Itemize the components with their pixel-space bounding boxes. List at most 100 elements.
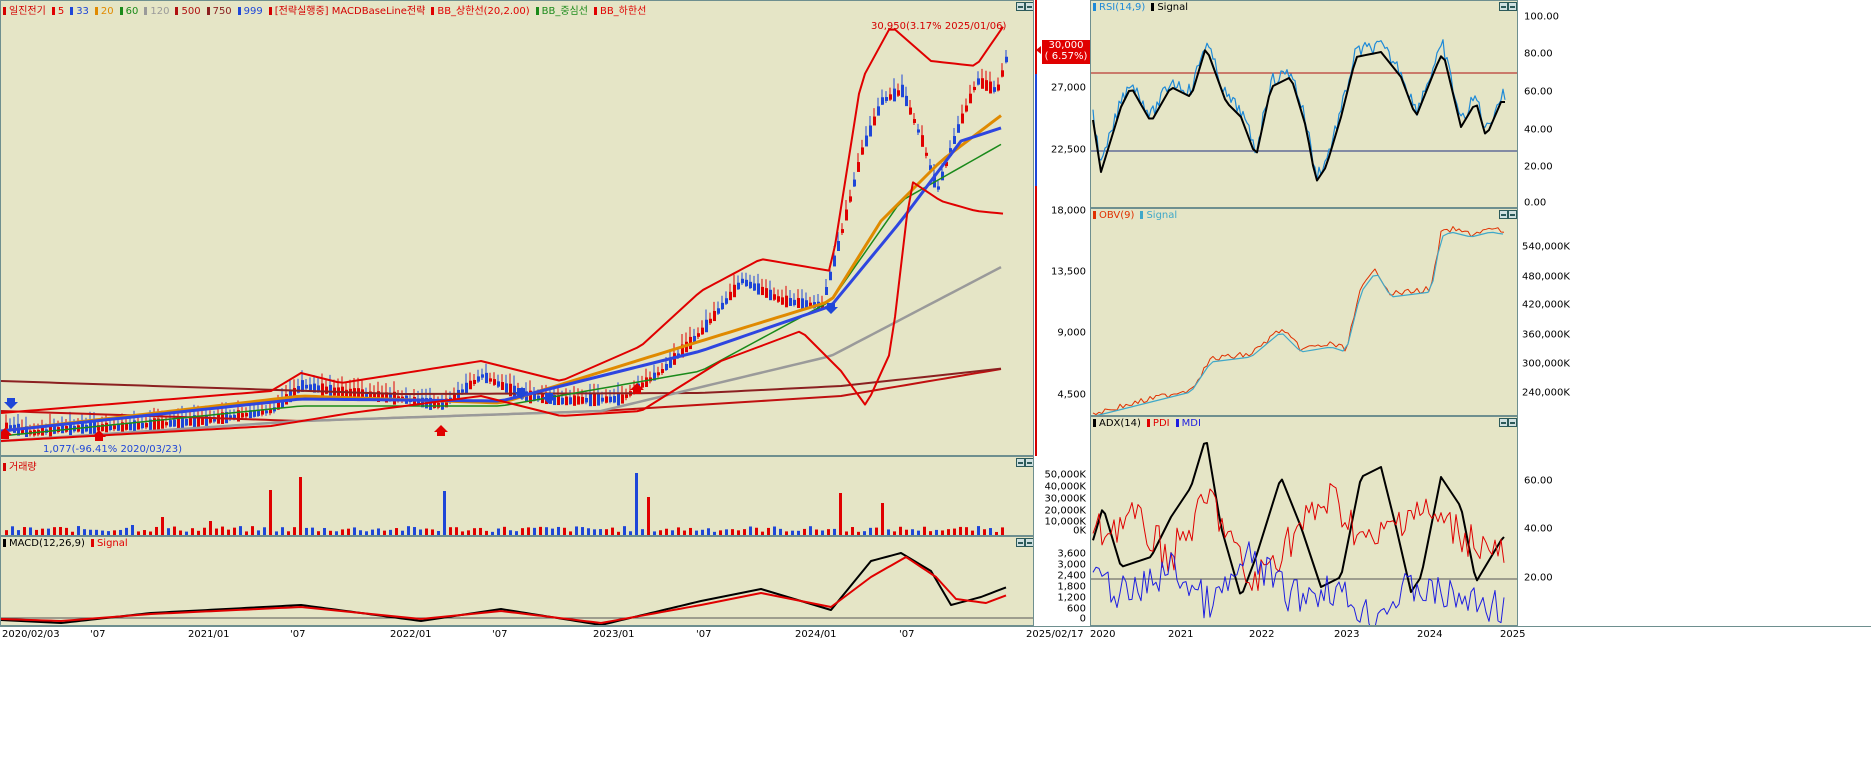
legend-item[interactable]: 20: [95, 6, 117, 17]
legend-item[interactable]: 5: [52, 6, 67, 17]
candle-body: [321, 383, 324, 395]
volume-bar: [1001, 527, 1004, 535]
panel-close-icon[interactable]: [1025, 2, 1034, 11]
time-tick: 2022: [1249, 629, 1274, 640]
time-tick: 2022/01: [390, 629, 432, 640]
volume-bar: [443, 491, 446, 535]
volume-bar: [245, 531, 248, 535]
adx-chart-panel[interactable]: ADX(14) PDI MDI: [1090, 416, 1518, 626]
panel-minimize-icon[interactable]: [1016, 2, 1025, 11]
bb-upper-line: [1, 27, 1003, 413]
legend-color-swatch: [144, 7, 147, 15]
volume-bar: [917, 531, 920, 535]
time-tick: 2024/01: [795, 629, 837, 640]
candle-body: [613, 396, 616, 403]
legend-item[interactable]: Signal: [1140, 210, 1180, 221]
candle-body: [941, 172, 944, 181]
candle-body: [89, 422, 92, 434]
legend-item[interactable]: OBV(9): [1093, 210, 1137, 221]
price-chart-panel[interactable]: 일진전기 5 33 20 60 120 500 750 999 [전략실행중] MACDBaseL…: [0, 0, 1034, 456]
legend-item[interactable]: 120: [144, 6, 172, 17]
volume-bar: [977, 526, 980, 535]
panel-close-icon[interactable]: [1025, 538, 1034, 547]
obv-line: [1093, 227, 1504, 415]
panel-close-icon[interactable]: [1508, 2, 1517, 11]
volume-bar: [509, 530, 512, 535]
candle-body: [641, 382, 644, 387]
volume-bar: [641, 529, 644, 535]
panel-minimize-icon[interactable]: [1016, 538, 1025, 547]
legend-item[interactable]: Signal: [91, 538, 131, 549]
rsi-tick: 60.00: [1524, 87, 1553, 98]
volume-bar: [887, 529, 890, 535]
legend-item[interactable]: 60: [120, 6, 142, 17]
volume-bar: [617, 532, 620, 535]
volume-bar: [143, 530, 146, 535]
panel-minimize-icon[interactable]: [1499, 210, 1508, 219]
volume-bar: [515, 531, 518, 535]
legend-item[interactable]: 999: [238, 6, 266, 17]
candle-body: [465, 383, 468, 393]
volume-bar: [11, 526, 14, 535]
candle-body: [921, 135, 924, 147]
time-tick: 2020: [1090, 629, 1115, 640]
panel-close-icon[interactable]: [1025, 458, 1034, 467]
panel-minimize-icon[interactable]: [1499, 418, 1508, 427]
legend-color-swatch: [1151, 3, 1154, 11]
volume-bar: [755, 528, 758, 535]
volume-bar: [149, 532, 152, 535]
legend-item[interactable]: Signal: [1151, 2, 1191, 13]
legend-color-swatch: [91, 539, 94, 547]
volume-bar: [629, 531, 632, 535]
volume-bar: [899, 527, 902, 535]
rsi-tick: 100.00: [1524, 12, 1559, 23]
panel-close-icon[interactable]: [1508, 418, 1517, 427]
legend-item[interactable]: RSI(14,9): [1093, 2, 1148, 13]
legend-item[interactable]: 500: [175, 6, 203, 17]
candle-body: [845, 210, 848, 221]
volume-bar: [35, 530, 38, 535]
panel-close-icon[interactable]: [1508, 210, 1517, 219]
volume-bar: [491, 532, 494, 535]
legend-item[interactable]: BB_하한선: [594, 6, 649, 17]
volume-bar: [653, 531, 656, 535]
legend-color-swatch: [1093, 211, 1096, 219]
obv-chart-panel[interactable]: OBV(9) Signal: [1090, 208, 1518, 416]
candle-body: [461, 389, 464, 392]
legend-item[interactable]: 거래량: [3, 462, 40, 473]
time-tick: '07: [492, 629, 507, 640]
candle-body: [573, 395, 576, 405]
current-change: ( 6.57%): [1042, 51, 1090, 62]
obv-signal-line: [1093, 232, 1503, 416]
volume-chart-panel[interactable]: 거래량: [0, 456, 1034, 536]
volume-bar: [383, 531, 386, 535]
legend-item[interactable]: 일진전기: [3, 6, 49, 17]
volume-bar: [23, 527, 26, 535]
legend-color-swatch: [175, 7, 178, 15]
legend-label: [전략실행중] MACDBaseLine전략: [275, 6, 426, 17]
volume-bar: [875, 528, 878, 535]
rsi-chart-panel[interactable]: RSI(14,9) Signal: [1090, 0, 1518, 208]
macd-tick: 2,400: [1057, 571, 1086, 582]
panel-minimize-icon[interactable]: [1016, 458, 1025, 467]
volume-bar: [743, 529, 746, 535]
volume-bar: [857, 532, 860, 535]
volume-bar: [587, 528, 590, 535]
legend-label: 5: [58, 6, 64, 17]
legend-item[interactable]: BB_상한선(20,2.00): [431, 6, 532, 17]
legend-item[interactable]: MDI: [1176, 418, 1204, 429]
legend-item[interactable]: [전략실행중] MACDBaseLine전략: [269, 6, 429, 17]
legend-item[interactable]: MACD(12,26,9): [3, 538, 88, 549]
legend-item[interactable]: PDI: [1147, 418, 1173, 429]
macd-chart-panel[interactable]: MACD(12,26,9) Signal: [0, 536, 1034, 626]
candle-body: [909, 108, 912, 115]
candle-body: [761, 287, 764, 295]
panel-minimize-icon[interactable]: [1499, 2, 1508, 11]
legend-label: 120: [150, 6, 169, 17]
legend-item[interactable]: BB_중심선: [536, 6, 591, 17]
legend-item[interactable]: ADX(14): [1093, 418, 1144, 429]
volume-bar: [47, 529, 50, 535]
legend-item[interactable]: 750: [207, 6, 235, 17]
legend-item[interactable]: 33: [70, 6, 92, 17]
candle-body: [185, 419, 188, 426]
